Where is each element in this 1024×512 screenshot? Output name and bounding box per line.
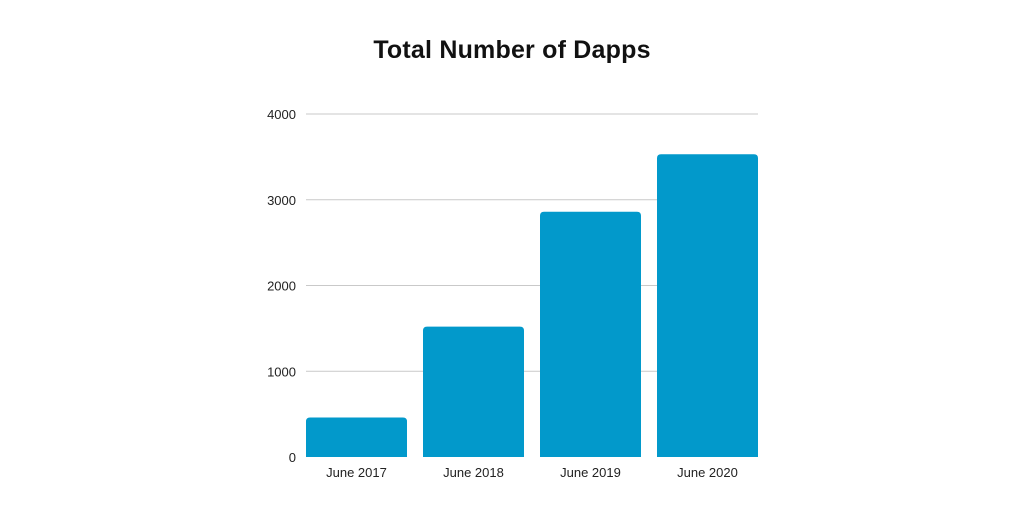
x-tick-label: June 2019 <box>560 465 621 480</box>
y-tick-label: 0 <box>289 450 296 465</box>
x-tick-label: June 2017 <box>326 465 387 480</box>
bars <box>306 154 758 458</box>
x-tick-label: June 2018 <box>443 465 504 480</box>
chart-title: Total Number of Dapps <box>373 36 651 64</box>
bar-june-2020 <box>657 154 758 458</box>
y-tick-label: 1000 <box>267 364 296 379</box>
y-tick-label: 2000 <box>267 279 296 294</box>
bar-june-2017 <box>306 417 407 457</box>
y-tick-label: 4000 <box>267 107 296 122</box>
bar-june-2018 <box>423 326 524 457</box>
x-axis-ticks: June 2017 June 2018 June 2019 June 2020 <box>326 465 738 480</box>
bar-june-2019 <box>540 211 641 457</box>
y-axis-ticks: 0 1000 2000 3000 4000 <box>267 107 296 465</box>
y-tick-label: 3000 <box>267 193 296 208</box>
x-tick-label: June 2020 <box>677 465 738 480</box>
